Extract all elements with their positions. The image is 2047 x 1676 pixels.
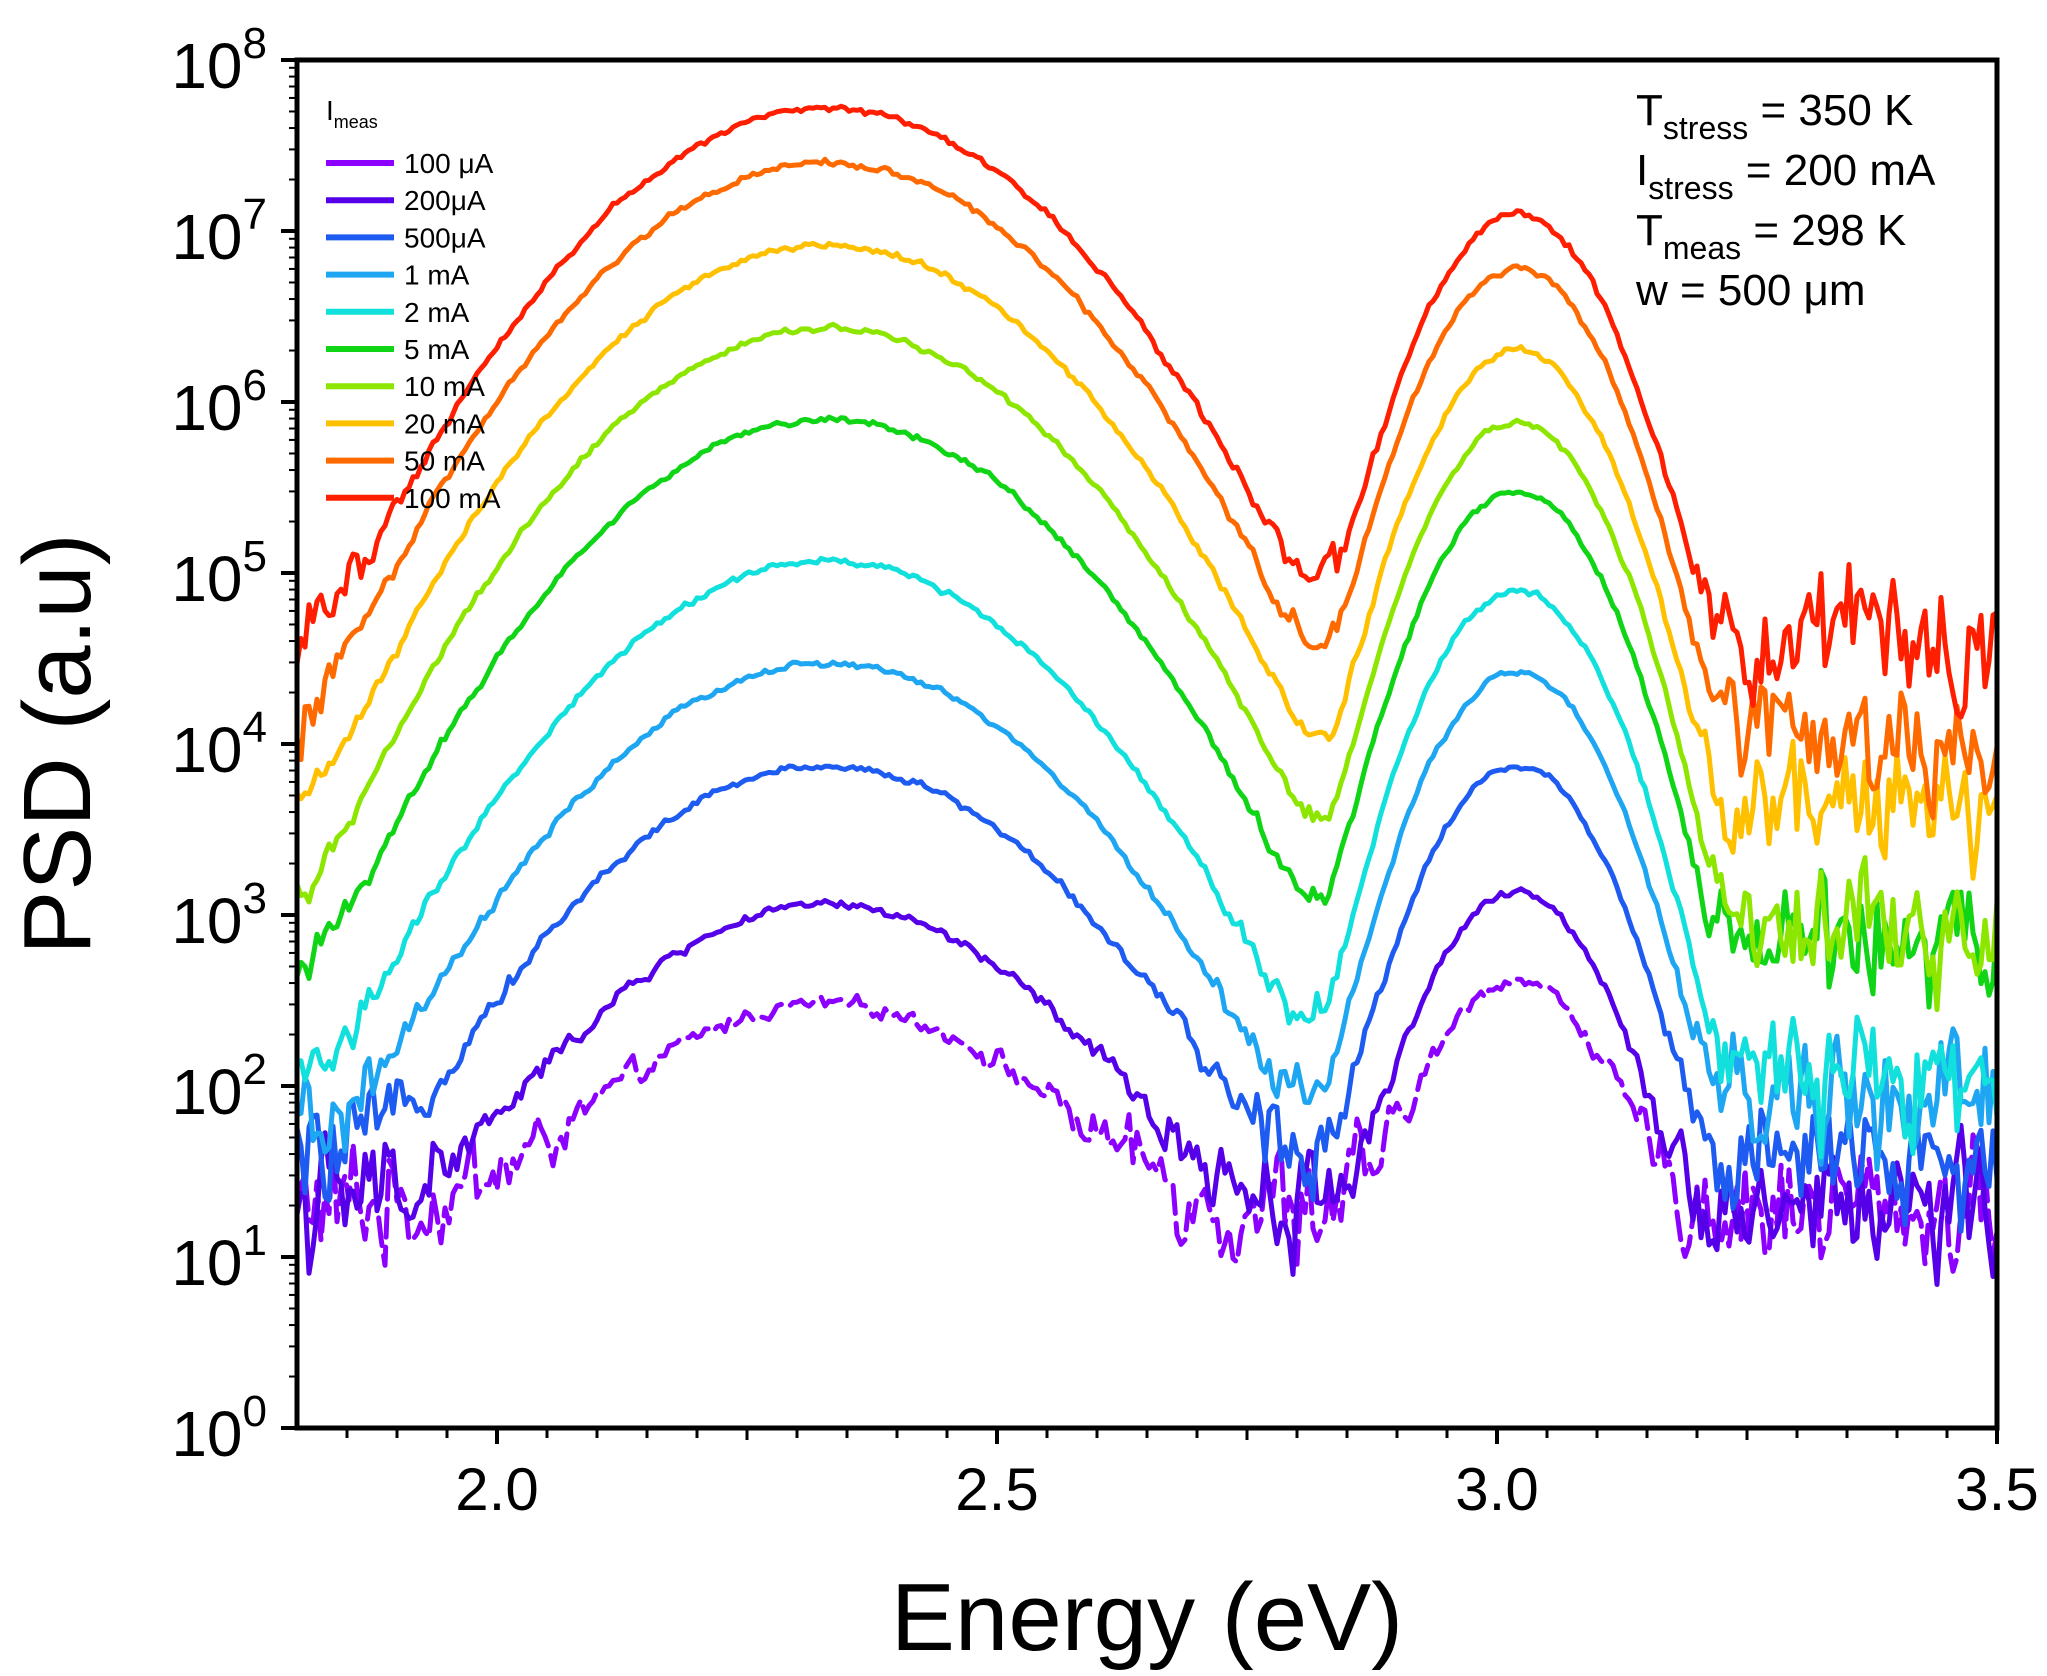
series-line-2-mA [294,555,2000,1160]
series-line-500μA [294,763,2000,1234]
legend-label: 5 mA [404,334,470,365]
y-tick-label: 103 [171,874,267,957]
legend-label: 100 mA [404,483,501,514]
series-line-100-mA [294,103,2000,720]
condition-line: Tmeas = 298 K [1636,206,1906,266]
series-line-1-mA [294,659,2000,1172]
series-line-20-mA [294,240,2000,881]
condition-line: Istress = 200 mA [1636,146,1936,206]
x-tick-label: 3.0 [1455,1456,1538,1523]
legend-label: 2 mA [404,297,470,328]
series-line-50-mA [294,156,2000,821]
x-tick-label: 3.5 [1955,1456,2038,1523]
legend-label: 200μA [404,185,486,216]
ticks-layer: 2.0 2.5 3.0 3.5 100 101 102 103 104 105 106 107 108 [171,19,2038,1523]
y-tick-label: 101 [171,1216,267,1299]
legend-label: 1 mA [404,260,470,291]
x-tick-label: 2.0 [455,1456,538,1523]
series-line-100-μA [294,976,2000,1274]
y-tick-label: 105 [171,532,267,615]
series-line-5-mA [294,414,2000,1010]
y-tick-label: 102 [171,1045,267,1128]
x-tick-label: 2.5 [955,1456,1038,1523]
condition-line: w = 500 μm [1635,266,1866,315]
legend-label: 100 μA [404,148,494,179]
legend-label: 10 mA [404,371,485,402]
legend-label: 50 mA [404,446,485,477]
y-axis-label: PSD (a.u) [4,533,111,954]
y-tick-label: 104 [171,703,267,786]
y-tick-label: 107 [171,190,267,273]
condition-line: Tstress = 350 K [1636,86,1913,146]
legend: Imeas 100 μA 200μA 500μA 1 mA 2 mA 5 mA 10 mA 20… [326,95,501,514]
y-tick-label: 100 [171,1387,267,1470]
series-layer [294,103,2000,1287]
x-axis-label: Energy (eV) [891,1564,1403,1671]
series-line-200μA [294,886,2000,1287]
legend-title: Imeas [326,95,378,132]
y-tick-label: 106 [171,361,267,444]
legend-label: 500μA [404,222,486,253]
y-tick-label: 108 [171,19,267,102]
series-line-10-mA [294,321,2000,1013]
legend-label: 20 mA [404,408,485,439]
